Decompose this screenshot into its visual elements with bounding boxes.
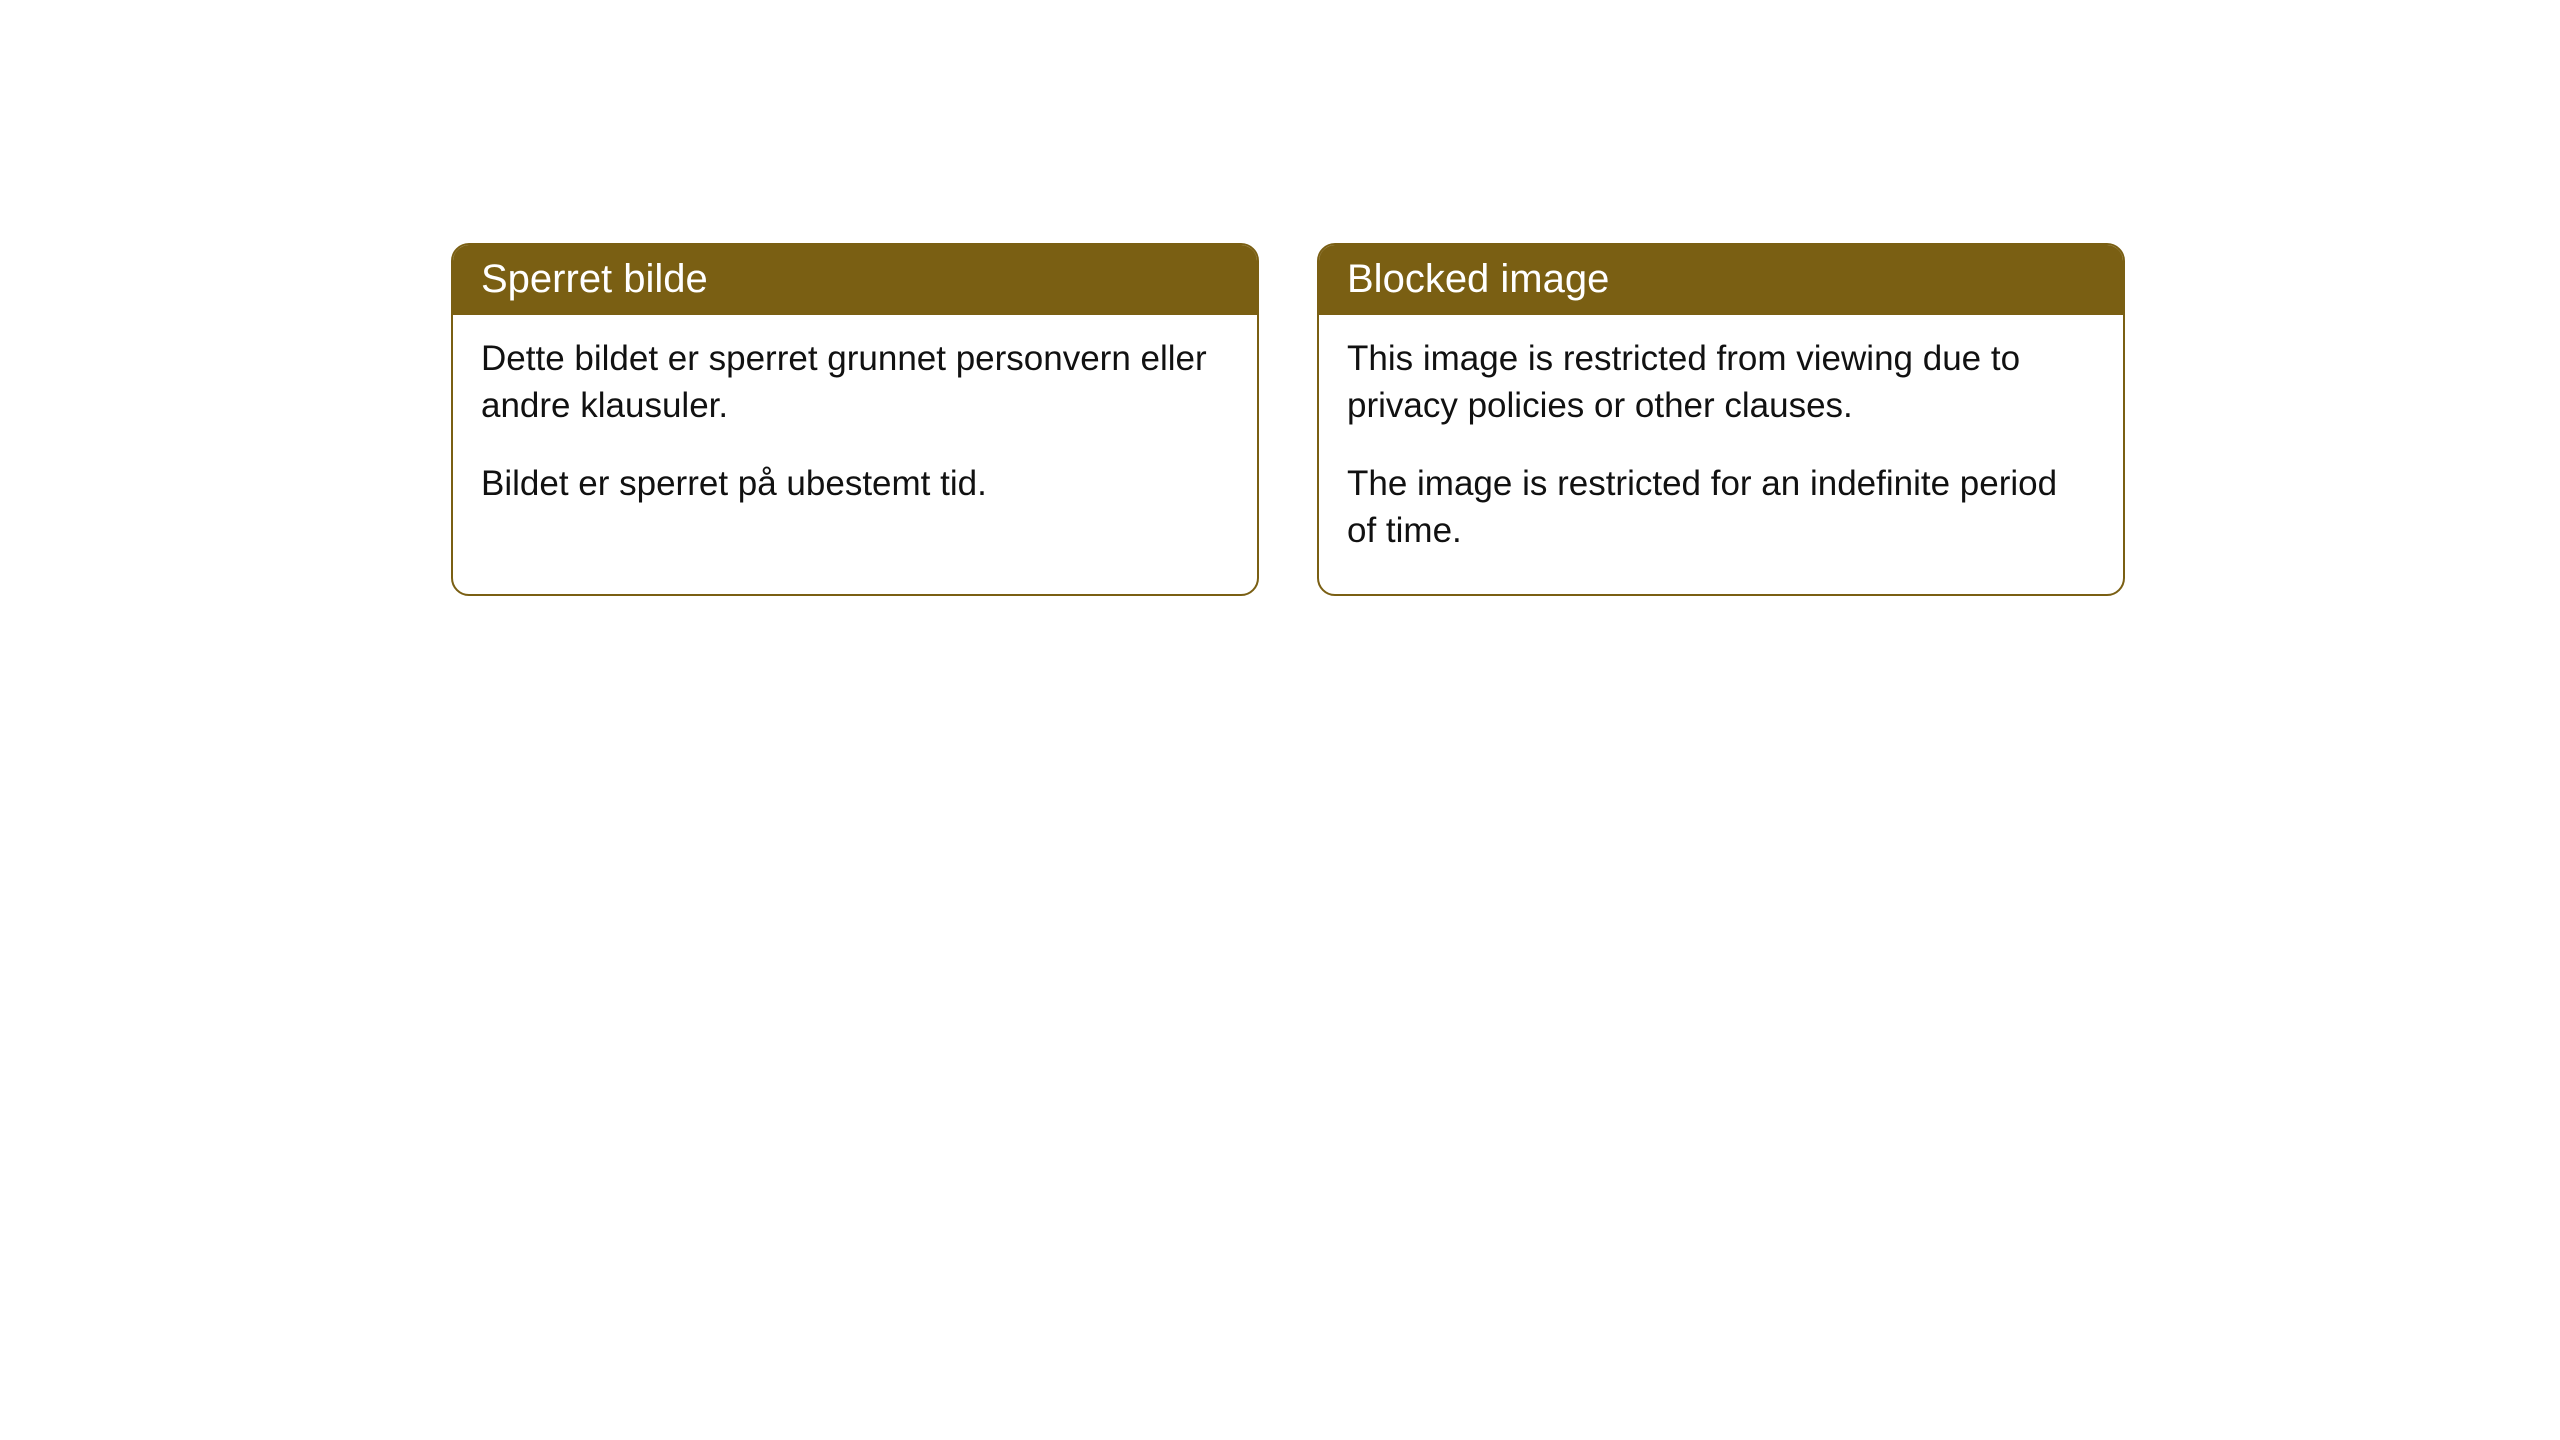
notice-card-norwegian: Sperret bilde Dette bildet er sperret gr… — [451, 243, 1259, 596]
notice-card-header: Blocked image — [1319, 245, 2123, 315]
notice-card-header: Sperret bilde — [453, 245, 1257, 315]
notice-card-body: Dette bildet er sperret grunnet personve… — [453, 315, 1257, 547]
notice-paragraph: Dette bildet er sperret grunnet personve… — [481, 335, 1229, 430]
notice-card-body: This image is restricted from viewing du… — [1319, 315, 2123, 594]
notice-cards-container: Sperret bilde Dette bildet er sperret gr… — [451, 243, 2125, 596]
notice-paragraph: The image is restricted for an indefinit… — [1347, 460, 2095, 555]
notice-paragraph: Bildet er sperret på ubestemt tid. — [481, 460, 1229, 507]
notice-card-english: Blocked image This image is restricted f… — [1317, 243, 2125, 596]
notice-paragraph: This image is restricted from viewing du… — [1347, 335, 2095, 430]
